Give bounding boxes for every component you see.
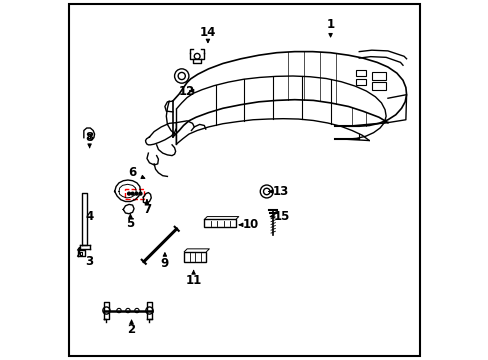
Circle shape bbox=[135, 192, 138, 195]
Text: 7: 7 bbox=[142, 203, 151, 216]
Bar bbox=[355, 78, 366, 85]
Text: 2: 2 bbox=[127, 323, 135, 336]
Text: 15: 15 bbox=[273, 210, 290, 223]
Text: 10: 10 bbox=[243, 218, 259, 231]
Circle shape bbox=[127, 192, 130, 195]
Text: 5: 5 bbox=[126, 217, 134, 230]
Text: 8: 8 bbox=[85, 131, 94, 144]
Text: 6: 6 bbox=[128, 166, 137, 179]
Text: 13: 13 bbox=[272, 185, 288, 198]
Text: 4: 4 bbox=[85, 210, 94, 223]
Circle shape bbox=[139, 192, 142, 195]
Text: 11: 11 bbox=[185, 274, 201, 287]
Text: 9: 9 bbox=[161, 257, 169, 270]
Circle shape bbox=[131, 192, 134, 195]
Text: 12: 12 bbox=[178, 85, 194, 98]
Bar bbox=[355, 69, 366, 76]
Text: 14: 14 bbox=[199, 26, 216, 39]
Bar bbox=[371, 72, 386, 80]
Bar bbox=[371, 82, 386, 90]
Bar bbox=[125, 189, 144, 199]
Bar bbox=[204, 220, 235, 227]
Text: 1: 1 bbox=[326, 18, 334, 31]
Text: 3: 3 bbox=[85, 255, 93, 268]
Bar bbox=[184, 252, 206, 262]
